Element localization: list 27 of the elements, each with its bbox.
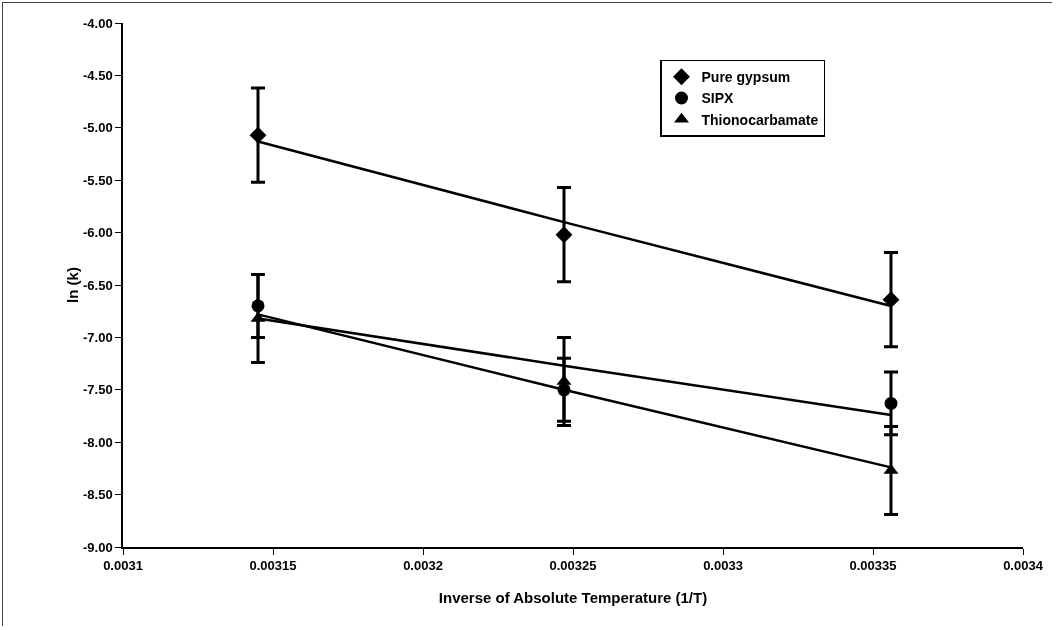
y-tick-label: -5.00 <box>83 120 113 136</box>
y-tick-label: -4.50 <box>83 67 113 83</box>
x-tick-label: 0.0034 <box>1003 558 1044 574</box>
legend-label: SIPX <box>701 90 735 107</box>
x-tick-label: 0.00325 <box>549 558 597 574</box>
x-axis-title: Inverse of Absolute Temperature (1/T) <box>438 588 708 606</box>
y-tick-label: -6.00 <box>83 225 113 241</box>
legend-label: Pure gypsum <box>701 69 791 86</box>
point <box>249 126 267 144</box>
y-tick-label: -8.00 <box>83 434 113 450</box>
x-tick-label: 0.0033 <box>703 558 743 574</box>
y-tick-label: -6.50 <box>83 277 113 293</box>
x-tick-label: 0.00315 <box>249 558 297 574</box>
y-tick-label: -5.50 <box>83 172 113 188</box>
x-tick-label: 0.0032 <box>403 558 443 574</box>
y-tick-label: -9.00 <box>83 539 113 555</box>
legend-label: Thionocarbamate <box>701 111 819 128</box>
point <box>884 396 898 410</box>
point <box>882 291 900 309</box>
y-tick-label: -7.50 <box>83 382 113 398</box>
y-axis-title: ln (k) <box>64 267 82 303</box>
y-tick-label: -8.50 <box>83 487 113 503</box>
y-tick-label: -7.00 <box>83 329 113 345</box>
y-tick-label: -4.00 <box>83 15 113 31</box>
x-tick-label: 0.0031 <box>103 558 143 574</box>
point <box>555 226 573 244</box>
x-tick-label: 0.00335 <box>849 558 897 574</box>
